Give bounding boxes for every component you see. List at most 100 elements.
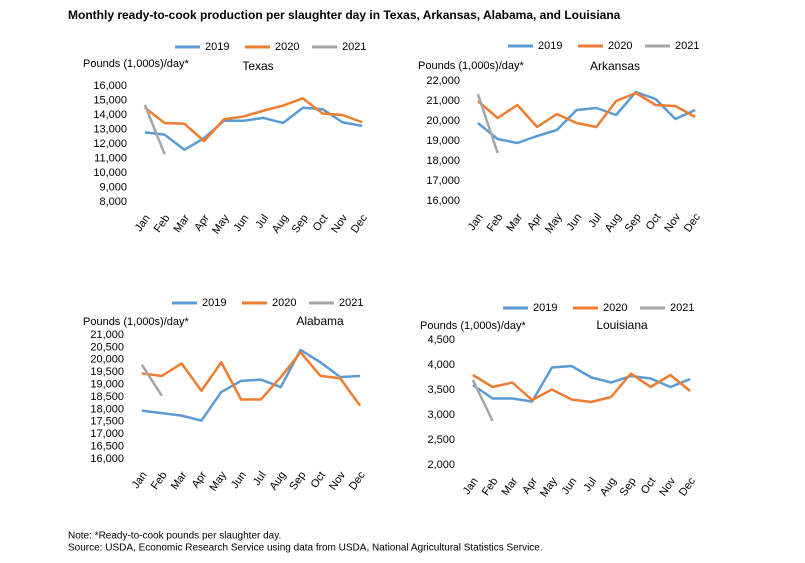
x-tick-label: Aug [268,470,289,493]
x-tick-label: Apr [190,469,210,490]
x-tick-label: Jul [581,476,599,494]
chart-title: Alabama [296,314,344,328]
y-tick-label: 17,000 [90,428,124,440]
legend-label: 2021 [670,302,694,314]
legend-label: 2020 [275,41,299,53]
legend-label: 2019 [202,297,226,309]
y-tick-label: 21,000 [90,329,124,341]
y-tick-label: 20,000 [90,354,124,366]
series-line [140,364,163,397]
note: Note: *Ready-to-cook pounds per slaughte… [68,531,281,542]
y-tick-label: 9,000 [99,181,127,193]
legend-label: 2019 [533,302,557,314]
y-axis-label: Pounds (1,000s)/day* [420,320,527,332]
x-tick-label: Mar [505,211,526,234]
y-tick-label: 16,000 [93,80,127,92]
x-tick-label: Dec [677,475,698,498]
y-axis-label: Pounds (1,000s)/day* [83,58,190,70]
figure-title: Monthly ready-to-cook production per sla… [68,8,621,22]
series-line [471,379,494,422]
y-tick-label: 19,000 [90,379,124,391]
source: Source: USDA, Economic Research Service … [68,543,543,554]
series-line [141,351,362,407]
series-line [141,348,361,422]
chart-title: Texas [242,59,273,73]
series-line [472,372,691,404]
y-axis-label: Pounds (1,000s)/day* [418,60,525,72]
legend-label: 2020 [608,40,632,52]
series-line [476,93,499,154]
x-tick-label: Feb [152,213,173,235]
y-tick-label: 3,000 [427,409,455,421]
legend-label: 2021 [675,40,699,52]
x-tick-label: May [210,212,232,236]
x-tick-label: Feb [480,476,501,498]
x-tick-label: May [543,211,565,235]
x-tick-label: Jan [461,476,481,497]
series-line [144,106,363,152]
y-tick-label: 14,000 [93,109,127,121]
y-tick-label: 20,500 [90,341,124,353]
y-tick-label: 11,000 [94,152,127,164]
y-tick-label: 10,000 [93,167,127,179]
x-tick-label: Oct [311,213,331,234]
y-tick-label: 15,000 [93,94,127,106]
y-tick-label: 19,500 [90,366,124,378]
chart-title: Arkansas [590,59,640,73]
x-tick-label: Nov [657,475,678,498]
x-tick-label: Jun [564,212,584,233]
x-tick-label: Apr [525,211,545,232]
y-tick-label: 8,000 [99,196,127,208]
y-tick-label: 12,000 [93,138,127,150]
x-tick-label: Aug [598,476,619,499]
x-tick-label: Mar [172,212,193,235]
x-tick-label: Dec [349,212,370,235]
y-tick-label: 18,500 [90,391,124,403]
y-tick-label: 20,000 [426,115,460,127]
panel: 16,00016,50017,00017,50018,00018,50019,0… [83,297,368,494]
x-tick-label: Jan [466,212,486,233]
x-tick-label: Aug [603,212,624,235]
x-tick-label: Feb [485,212,506,234]
x-tick-label: Oct [644,212,664,233]
legend-label: 2020 [603,302,627,314]
x-tick-label: Sep [623,212,644,235]
y-axis-label: Pounds (1,000s)/day* [83,316,190,328]
panel: 16,000 17,000 18,000 19,000 20,000 21,000 22,0… [418,40,703,236]
x-tick-label: Apr [520,475,540,496]
chart-title: Louisiana [596,318,648,332]
y-tick-label: 3,500 [427,384,455,396]
x-tick-label: Sep [618,476,639,499]
x-tick-label: Feb [149,470,170,492]
legend-label: 2021 [339,297,363,309]
y-tick-label: 17,500 [90,416,124,428]
y-tick-label: 17,000 [426,175,460,187]
x-tick-label: May [207,469,229,493]
y-tick-label: 18,000 [426,155,460,167]
legend-label: 2021 [342,41,366,53]
x-tick-label: Mar [500,475,521,498]
series-line [477,90,696,145]
y-tick-label: 22,000 [426,75,460,87]
x-tick-label: Jun [231,213,251,234]
x-tick-label: Jun [559,476,579,497]
x-tick-label: Nov [327,469,348,492]
series-line [143,104,166,155]
y-tick-label: 18,000 [90,403,124,415]
series-line [472,364,691,403]
y-tick-label: 2,500 [427,434,455,446]
x-tick-label: May [538,475,560,499]
panel: 8,000 9,000 10,000 11,000 12,000 13,000 14,000… [83,41,370,237]
x-tick-label: Apr [192,212,212,233]
y-tick-label: 13,000 [93,123,127,135]
x-tick-label: Jul [586,212,604,230]
y-tick-label: 19,000 [426,135,460,147]
y-tick-label: 16,500 [90,441,124,453]
x-tick-label: Jul [251,470,269,488]
x-tick-label: Aug [270,213,291,236]
x-tick-label: Dec [682,211,703,234]
y-tick-label: 4,500 [427,334,455,346]
y-tick-label: 16,000 [90,453,124,465]
